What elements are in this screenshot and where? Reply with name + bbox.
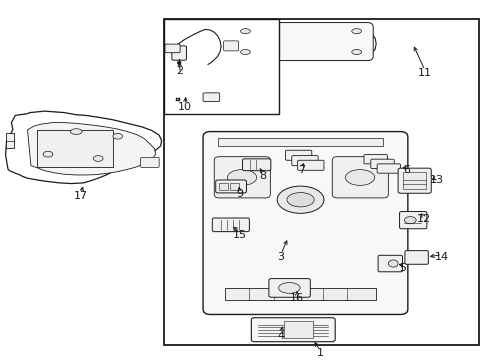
- FancyBboxPatch shape: [291, 156, 318, 166]
- FancyBboxPatch shape: [171, 46, 186, 60]
- FancyBboxPatch shape: [377, 255, 402, 272]
- FancyBboxPatch shape: [399, 212, 426, 229]
- Ellipse shape: [277, 186, 324, 213]
- Text: 17: 17: [74, 191, 88, 201]
- Ellipse shape: [240, 29, 250, 34]
- Text: 12: 12: [416, 215, 429, 224]
- Ellipse shape: [43, 151, 53, 157]
- Ellipse shape: [70, 129, 82, 134]
- Ellipse shape: [227, 170, 256, 185]
- FancyBboxPatch shape: [363, 154, 386, 164]
- Text: 4: 4: [277, 330, 284, 341]
- Ellipse shape: [345, 170, 374, 185]
- Text: 1: 1: [316, 348, 323, 358]
- FancyBboxPatch shape: [297, 160, 324, 170]
- FancyBboxPatch shape: [251, 318, 334, 342]
- FancyBboxPatch shape: [203, 93, 219, 102]
- Text: 2: 2: [176, 66, 183, 76]
- Text: 7: 7: [298, 165, 305, 175]
- Ellipse shape: [351, 29, 361, 34]
- FancyBboxPatch shape: [223, 41, 238, 51]
- FancyBboxPatch shape: [229, 23, 372, 60]
- FancyBboxPatch shape: [370, 159, 393, 168]
- Ellipse shape: [351, 49, 361, 54]
- FancyBboxPatch shape: [215, 180, 246, 193]
- FancyBboxPatch shape: [404, 251, 427, 264]
- Bar: [219, 183, 227, 190]
- FancyBboxPatch shape: [285, 150, 311, 160]
- Bar: [283, 320, 312, 338]
- FancyBboxPatch shape: [164, 44, 180, 53]
- FancyBboxPatch shape: [203, 132, 407, 315]
- Ellipse shape: [240, 49, 250, 54]
- Text: 8: 8: [259, 171, 266, 181]
- Text: 13: 13: [429, 175, 443, 185]
- Bar: [229, 183, 238, 190]
- FancyBboxPatch shape: [331, 157, 387, 198]
- Ellipse shape: [387, 260, 397, 267]
- Text: 15: 15: [232, 230, 246, 239]
- Text: 9: 9: [236, 189, 243, 199]
- Ellipse shape: [177, 61, 181, 64]
- FancyBboxPatch shape: [214, 157, 270, 198]
- Ellipse shape: [278, 283, 300, 293]
- FancyBboxPatch shape: [268, 279, 310, 297]
- Bar: [403, 172, 425, 189]
- Text: 10: 10: [178, 102, 192, 112]
- Polygon shape: [27, 123, 156, 175]
- Text: 6: 6: [402, 165, 409, 175]
- Text: 14: 14: [434, 252, 448, 262]
- Bar: [5, 133, 14, 148]
- FancyBboxPatch shape: [242, 159, 270, 171]
- Bar: [163, 19, 278, 114]
- FancyBboxPatch shape: [212, 218, 249, 231]
- FancyBboxPatch shape: [397, 168, 430, 193]
- Ellipse shape: [286, 193, 314, 207]
- Polygon shape: [229, 24, 375, 59]
- Text: 16: 16: [289, 293, 304, 303]
- Bar: [224, 288, 375, 300]
- Bar: [37, 130, 113, 167]
- Ellipse shape: [93, 156, 103, 161]
- Polygon shape: [5, 111, 161, 184]
- FancyBboxPatch shape: [376, 164, 400, 173]
- Bar: [217, 138, 383, 146]
- Text: 5: 5: [399, 263, 406, 273]
- Ellipse shape: [113, 133, 122, 139]
- FancyBboxPatch shape: [141, 157, 159, 167]
- Ellipse shape: [404, 217, 415, 224]
- Text: 3: 3: [277, 252, 284, 262]
- Text: 11: 11: [417, 68, 431, 78]
- Bar: [163, 19, 478, 345]
